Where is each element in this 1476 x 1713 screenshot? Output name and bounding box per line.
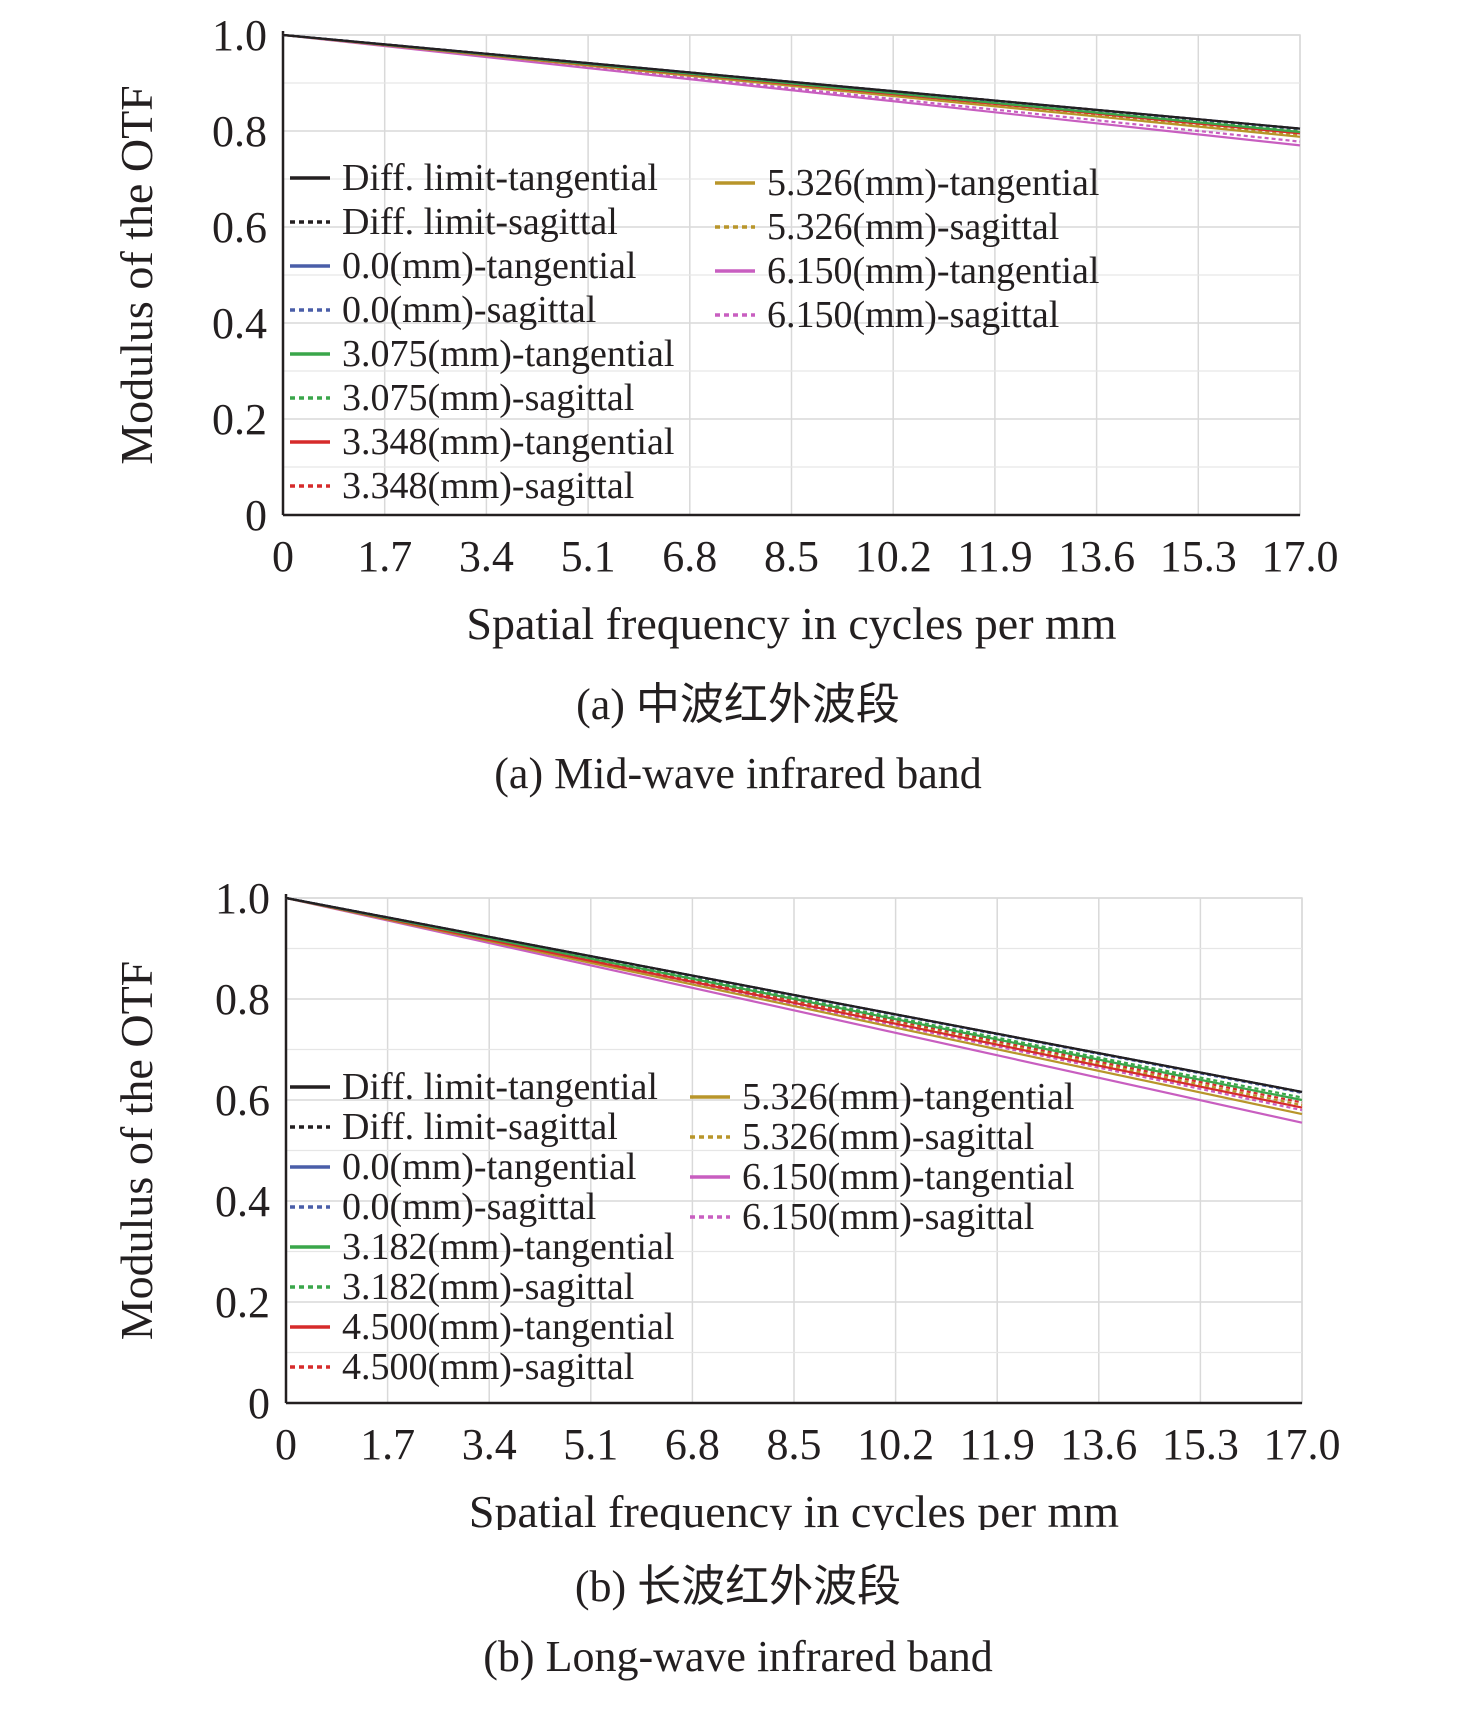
legend-label: 6.150(mm)-tangential (767, 250, 1099, 292)
y-tick-label: 0.8 (212, 107, 267, 156)
legend-label: 5.326(mm)-sagittal (767, 206, 1059, 248)
legend-label: 0.0(mm)-tangential (342, 245, 636, 287)
legend-label: Diff. limit-sagittal (342, 201, 618, 243)
x-tick-label: 11.9 (960, 1420, 1035, 1469)
chart-b-long-wave: 0 0.2 0.4 0.6 0.8 1.0 0 1.7 3.4 5.1 6.8 8.5 10.2 11.9… (111, 874, 1341, 1530)
y-tick-label: 0.6 (212, 203, 267, 252)
legend-label: 3.348(mm)-sagittal (342, 465, 634, 507)
x-tick-label: 10.2 (857, 1420, 934, 1469)
y-tick-label: 0.4 (212, 299, 267, 348)
y-tick-label: 1.0 (212, 11, 267, 60)
legend-label: Diff. limit-tangential (342, 1066, 658, 1108)
legend-label: 3.075(mm)-sagittal (342, 377, 634, 419)
x-tick-label: 17.0 (1262, 532, 1339, 581)
y-tick-label: 0.4 (215, 1177, 270, 1226)
legend-label: 3.182(mm)-tangential (342, 1226, 674, 1268)
x-tick-label: 3.4 (459, 532, 514, 581)
x-tick-label: 1.7 (357, 532, 412, 581)
legend-label: 3.348(mm)-tangential (342, 421, 674, 463)
y-tick-label: 1.0 (215, 874, 270, 923)
caption-b-chinese: (b) 长波红外波段 (574, 1562, 902, 1611)
y-tick-label: 0.8 (215, 975, 270, 1024)
legend-label: 6.150(mm)-sagittal (767, 294, 1059, 336)
legend-label: 0.0(mm)-tangential (342, 1146, 636, 1188)
y-tick-label: 0.6 (215, 1076, 270, 1125)
legend-label: 6.150(mm)-tangential (742, 1156, 1074, 1198)
x-tick-label: 5.1 (561, 532, 616, 581)
legend-label: 4.500(mm)-sagittal (342, 1346, 634, 1388)
y-tick-label: 0 (245, 491, 267, 540)
x-tick-label: 8.5 (764, 532, 819, 581)
x-tick-label: 5.1 (563, 1420, 618, 1469)
x-axis-title: Spatial frequency in cycles per mm (469, 1486, 1119, 1530)
series-line-10 (282, 33, 1301, 147)
y-axis-title: Modulus of the OTF (111, 961, 162, 1341)
x-tick-label: 3.4 (462, 1420, 517, 1469)
x-axis-title: Spatial frequency in cycles per mm (466, 598, 1116, 649)
chart-a-mid-wave: 0 0.2 0.4 0.6 0.8 1.0 0 1.7 3.4 5.1 6.8 8.5 10.2 11.9… (111, 11, 1339, 649)
y-tick-label: 0.2 (215, 1278, 270, 1327)
caption-a-english: (a) Mid-wave infrared band (494, 749, 982, 798)
legend-label: 3.182(mm)-sagittal (342, 1266, 634, 1308)
x-tick-label: 0 (275, 1420, 297, 1469)
legend-label: 6.150(mm)-sagittal (742, 1196, 1034, 1238)
y-axis-title: Modulus of the OTF (111, 85, 162, 465)
legend-label: Diff. limit-sagittal (342, 1106, 618, 1148)
y-tick-label: 0 (248, 1379, 270, 1428)
x-tick-label: 8.5 (767, 1420, 822, 1469)
x-tick-label: 6.8 (665, 1420, 720, 1469)
x-tick-label: 15.3 (1160, 532, 1237, 581)
legend-label: 5.326(mm)-tangential (742, 1076, 1074, 1118)
series-line-7 (285, 896, 1303, 1104)
x-tick-label: 13.6 (1060, 1420, 1137, 1469)
series-line-9 (285, 896, 1303, 1107)
x-tick-label: 0 (272, 532, 294, 581)
legend-label: 5.326(mm)-tangential (767, 162, 1099, 204)
y-tick-label: 0.2 (212, 395, 267, 444)
x-tick-label: 17.0 (1264, 1420, 1341, 1469)
x-tick-label: 6.8 (662, 532, 717, 581)
series-line-0 (282, 33, 1301, 130)
series-line-11 (285, 896, 1303, 1112)
legend-label: 0.0(mm)-sagittal (342, 289, 596, 331)
series-line-5 (285, 896, 1303, 1099)
legend-label: 4.500(mm)-tangential (342, 1306, 674, 1348)
x-tick-label: 15.3 (1162, 1420, 1239, 1469)
x-tick-label: 11.9 (957, 532, 1032, 581)
series-line-4 (285, 896, 1303, 1102)
legend-label: 3.075(mm)-tangential (342, 333, 674, 375)
x-tick-label: 10.2 (855, 532, 932, 581)
caption-a-chinese: (a) 中波红外波段 (576, 680, 900, 729)
legend-label: 0.0(mm)-sagittal (342, 1186, 596, 1228)
x-tick-label: 13.6 (1058, 532, 1135, 581)
legend-label: Diff. limit-tangential (342, 157, 658, 199)
series-line-10 (285, 896, 1303, 1124)
caption-b-english: (b) Long-wave infrared band (483, 1632, 993, 1681)
series-line-0 (285, 896, 1303, 1093)
legend-label: 5.326(mm)-sagittal (742, 1116, 1034, 1158)
series-line-6 (285, 896, 1303, 1109)
x-tick-label: 1.7 (360, 1420, 415, 1469)
